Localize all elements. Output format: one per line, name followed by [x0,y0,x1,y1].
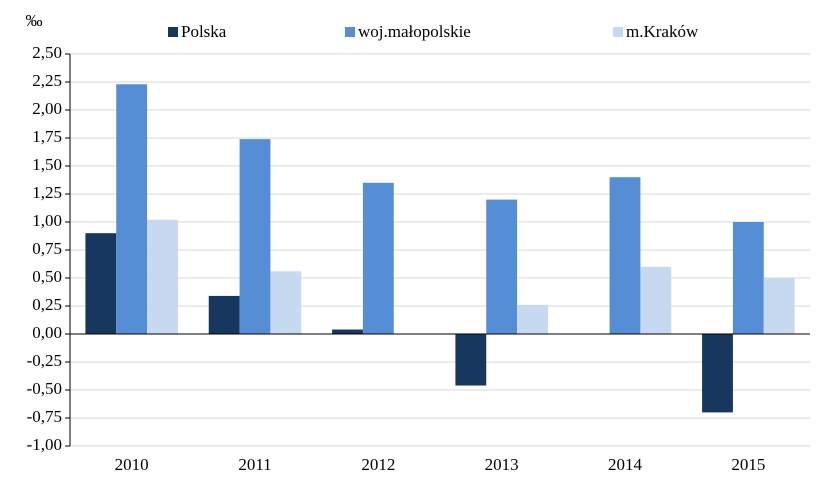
y-tick-label: 1,50 [32,155,62,174]
bar [732,222,764,334]
bar [486,199,518,334]
x-tick-label: 2010 [115,455,149,474]
bar [208,295,240,334]
x-tick-label: 2012 [361,455,395,474]
legend-swatch [613,27,623,37]
y-tick-label: -0,75 [27,407,62,426]
y-axis-label: ‰ [26,11,43,30]
bar [239,139,271,334]
y-tick-label: 1,00 [32,211,62,230]
x-tick-label: 2015 [731,455,765,474]
x-tick-label: 2014 [608,455,643,474]
bar [362,182,394,334]
y-tick-label: 2,25 [32,71,62,90]
bar [332,329,363,334]
bar [517,304,548,334]
legend-label: m.Kraków [626,22,699,41]
bar [85,233,117,334]
y-tick-label: 2,50 [32,43,62,62]
bar [702,334,733,413]
x-tick-label: 2011 [238,455,271,474]
y-tick-label: -0,50 [27,379,62,398]
x-tick-label: 2013 [485,455,519,474]
y-tick-label: 1,25 [32,183,62,202]
bar [455,334,487,386]
y-tick-label: 0,50 [32,267,62,286]
bar [147,219,178,334]
y-tick-label: 0,00 [32,323,62,342]
y-tick-label: 1,75 [32,127,62,146]
y-tick-label: -0,25 [27,351,62,370]
bar [763,278,795,334]
y-tick-label: -1,00 [27,435,62,454]
y-tick-label: 0,75 [32,239,62,258]
legend-label: woj.małopolskie [358,22,471,41]
bar [116,84,148,335]
bar [270,271,302,334]
y-tick-label: 0,25 [32,295,62,314]
y-tick-label: 2,00 [32,99,62,118]
legend-swatch [168,27,178,37]
bar [609,177,641,334]
legend-swatch [345,27,355,37]
bar [640,266,672,334]
legend-label: Polska [181,22,227,41]
